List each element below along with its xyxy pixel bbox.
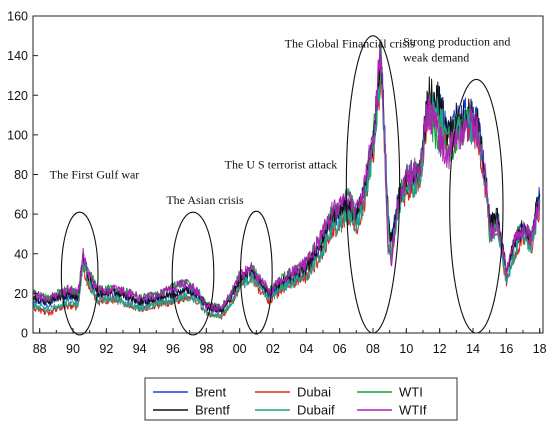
legend-label-dubai: Dubai bbox=[297, 385, 331, 400]
series-line-wtif bbox=[32, 42, 541, 312]
x-tick-label: 16 bbox=[499, 342, 513, 356]
x-tick-label: 02 bbox=[266, 342, 280, 356]
y-tick-label: 100 bbox=[7, 128, 28, 142]
event-ellipse-4 bbox=[345, 35, 401, 334]
annotation-label: The First Gulf war bbox=[50, 167, 140, 181]
legend-label-wti: WTI bbox=[399, 385, 423, 400]
x-tick-label: 06 bbox=[333, 342, 347, 356]
x-tick-label: 10 bbox=[399, 342, 413, 356]
x-tick-label: 00 bbox=[233, 342, 247, 356]
x-tick-label: 04 bbox=[299, 342, 313, 356]
annotation-label: Strong production and bbox=[403, 35, 510, 49]
annotation-label: The Global Financial crisis bbox=[285, 37, 416, 51]
legend-label-brentf: Brentf bbox=[195, 403, 230, 418]
legend: Brent Dubai WTI Brentf Dubaif WTIf bbox=[144, 377, 458, 421]
y-tick-label: 60 bbox=[14, 208, 28, 222]
x-tick-label: 18 bbox=[533, 342, 547, 356]
event-ellipse-2 bbox=[171, 211, 215, 336]
x-tick-label: 98 bbox=[199, 342, 213, 356]
legend-label-dubaif: Dubaif bbox=[297, 403, 335, 418]
x-tick-label: 92 bbox=[99, 342, 113, 356]
x-tick-label: 88 bbox=[33, 342, 47, 356]
series-layer bbox=[32, 39, 541, 320]
annotation-label: The Asian crisis bbox=[166, 193, 244, 207]
legend-label-wtif: WTIf bbox=[399, 403, 427, 418]
event-ellipse-3 bbox=[239, 210, 273, 335]
y-tick-label: 80 bbox=[14, 168, 28, 182]
y-tick-label: 140 bbox=[7, 49, 28, 63]
x-tick-label: 94 bbox=[133, 342, 147, 356]
axes: 0 20 40 60 80 100 120 140 160 88 90 92 94 96 98 00 02 04 0… bbox=[7, 10, 547, 357]
annotation-label: weak demand bbox=[403, 51, 469, 65]
x-tick-label: 90 bbox=[66, 342, 80, 356]
y-tick-label: 0 bbox=[21, 327, 28, 341]
y-tick-label: 40 bbox=[14, 247, 28, 261]
x-tick-label: 12 bbox=[433, 342, 447, 356]
legend-label-brent: Brent bbox=[195, 385, 226, 400]
annotation-label: The U S terrorist attack bbox=[225, 158, 338, 172]
y-tick-label: 20 bbox=[14, 287, 28, 301]
annotations: The First Gulf war The Asian crisis The U … bbox=[50, 35, 511, 208]
event-ellipse-1 bbox=[60, 211, 99, 336]
x-tick-label: 08 bbox=[366, 342, 380, 356]
y-tick-label: 120 bbox=[7, 89, 28, 103]
x-tick-label: 96 bbox=[166, 342, 180, 356]
y-tick-label: 160 bbox=[7, 10, 28, 24]
legend-box bbox=[144, 377, 458, 421]
x-tick-label: 14 bbox=[466, 342, 480, 356]
